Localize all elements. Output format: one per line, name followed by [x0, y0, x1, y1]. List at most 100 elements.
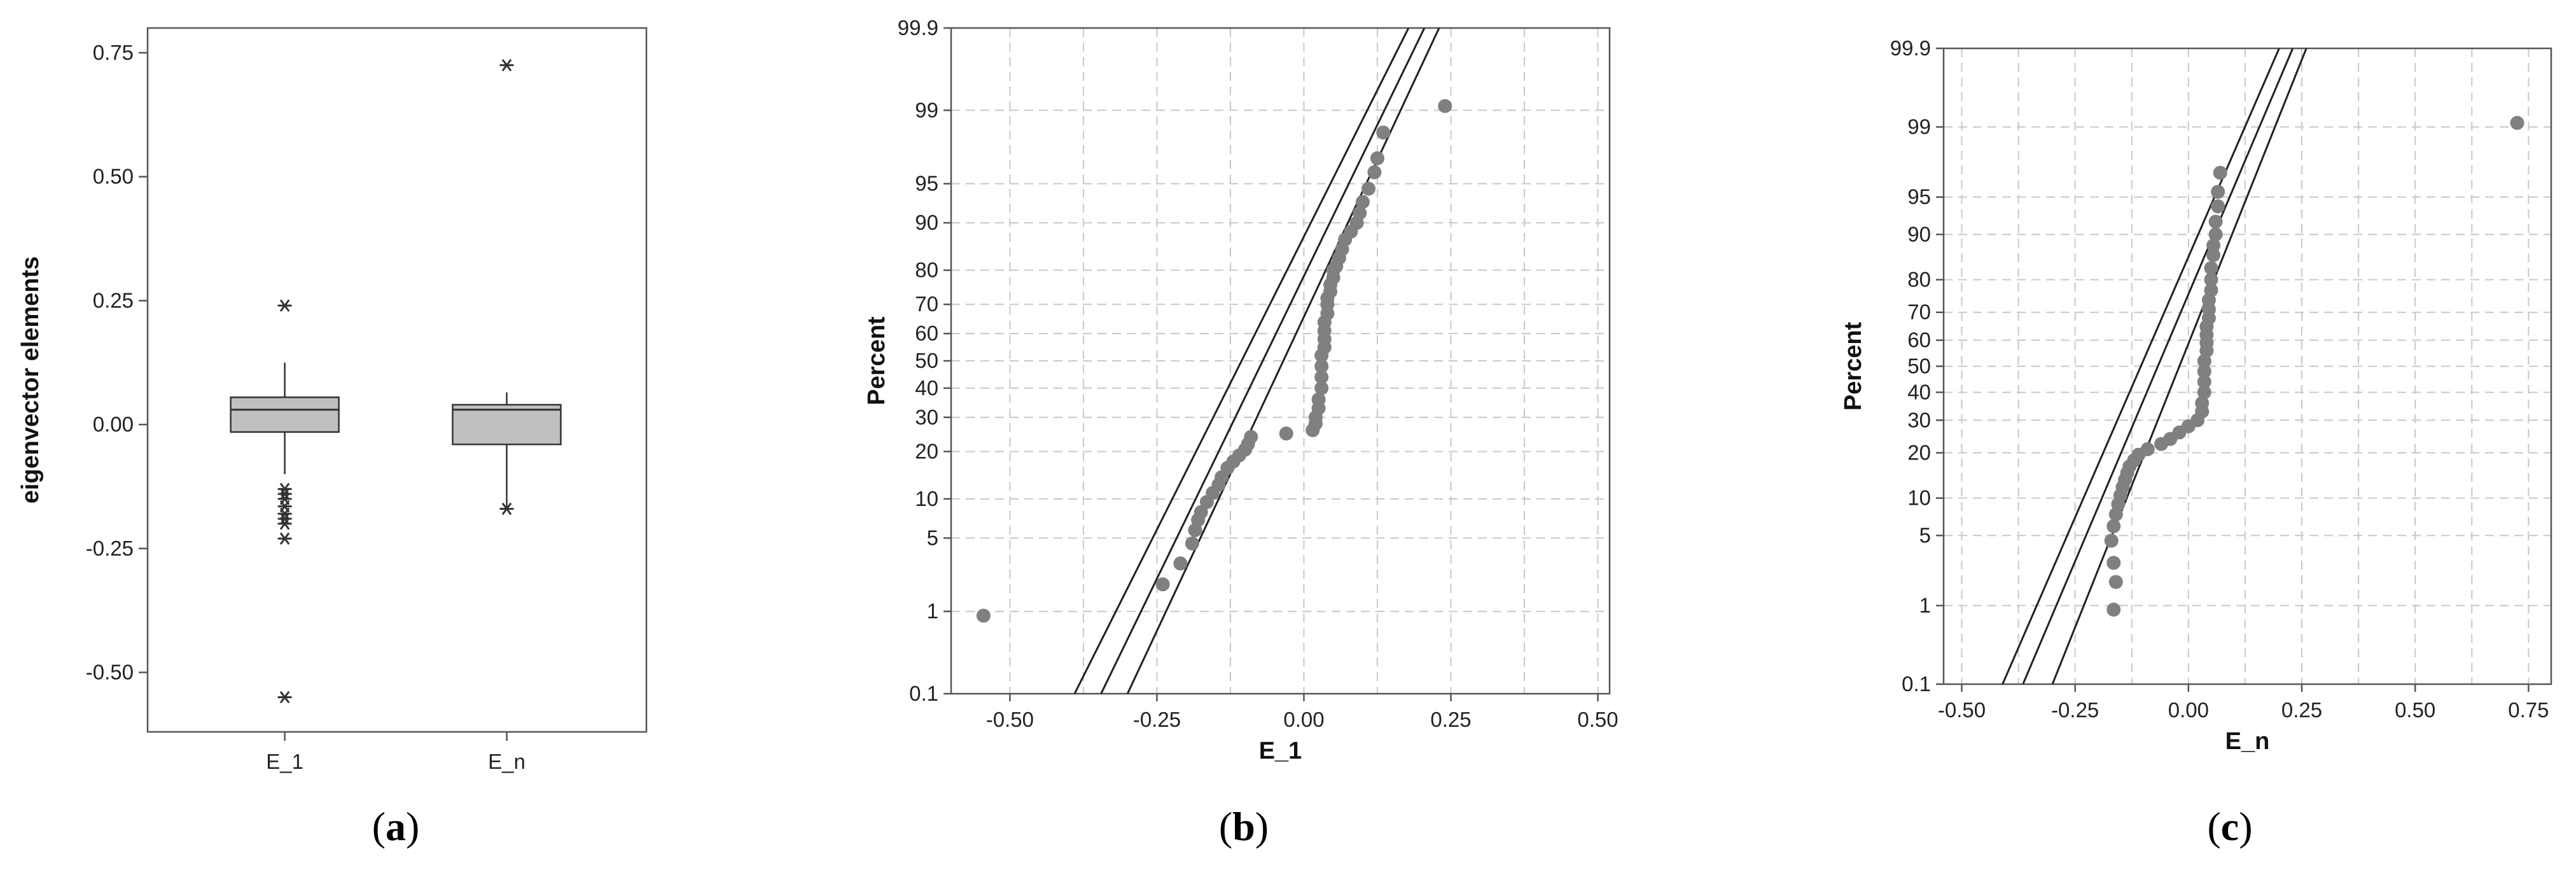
panel-label-c: (c) [2207, 804, 2252, 849]
data-point [2510, 116, 2524, 130]
data-point [1314, 370, 1329, 384]
outlier-point [499, 502, 514, 516]
y-tick-label: 20 [1907, 441, 1931, 465]
y-tick-label: 10 [1907, 486, 1931, 510]
y-tick-label: 50 [915, 349, 938, 372]
data-point [1244, 430, 1258, 444]
data-point [2108, 575, 2123, 589]
outlier-stroke [501, 502, 512, 516]
fit-line [2051, 48, 2308, 684]
fit-lines [2002, 48, 2308, 684]
box-E_n [452, 403, 562, 446]
x-tick-label: E_1 [266, 750, 303, 773]
box-E_1 [230, 396, 340, 433]
outlier-point [277, 517, 292, 530]
data-point [2206, 248, 2221, 262]
y-tick-label: 1 [1919, 594, 1931, 617]
y-tick-label: 10 [915, 487, 938, 510]
y-tick-label: 70 [1907, 300, 1931, 324]
fit-line [1073, 28, 1410, 694]
plot-frame [146, 27, 648, 733]
data-point [2106, 556, 2121, 570]
y-tick-label: 30 [915, 405, 938, 429]
data-point [1279, 426, 1293, 441]
data-point [1194, 505, 1208, 519]
data-point [2206, 238, 2221, 253]
panel-letter: b [1232, 804, 1255, 849]
data-point [1370, 151, 1384, 165]
fit-line [2002, 48, 2280, 684]
x-tick-label: -0.50 [986, 708, 1034, 731]
data-point [2204, 272, 2218, 287]
x-tick-label: 0.25 [1430, 708, 1471, 731]
data-point [1314, 381, 1329, 395]
y-tick-label: 0.1 [909, 682, 938, 705]
panel-a-boxplot: -0.50 -0.25 0.00 0.25 0.50 0.75 eigenvector el… [17, 27, 648, 849]
data-point [2204, 261, 2218, 276]
fit-line [1126, 28, 1440, 694]
y-tick-label: 99 [1907, 115, 1931, 138]
y-tick-label: 90 [1907, 222, 1931, 246]
y-tick-label: 90 [915, 211, 938, 234]
outlier-point [277, 532, 292, 545]
y-tick-label: 40 [915, 376, 938, 400]
data-point [1173, 556, 1188, 571]
panel-label-b: (b) [1219, 804, 1269, 849]
y-tick-label: 5 [1919, 523, 1931, 547]
outlier-point [499, 59, 514, 72]
y-tick-label: 70 [915, 292, 938, 316]
outlier-point [277, 691, 292, 704]
data-point [2197, 385, 2211, 400]
y-tick-label: 80 [1907, 267, 1931, 291]
fit-line [2022, 48, 2294, 684]
y-tick-label: 95 [915, 172, 938, 195]
data-point [1361, 181, 1376, 196]
y-tick-label: 0.1 [1902, 672, 1931, 696]
y-tick-label: 5 [927, 526, 938, 549]
data-point [2106, 519, 2121, 533]
y-tick-label: 60 [915, 321, 938, 345]
fit-line [1100, 28, 1426, 694]
panel-label-a: (a) [372, 804, 420, 849]
outlier-point [277, 500, 292, 513]
x-tick-label: 0.00 [2168, 698, 2209, 722]
panel-b-probability-plot: 0.1 1 5 10 20 30 40 50 60 70 80 90 95 99 99.9 -0.50 -0.2… [863, 16, 1619, 849]
x-tick-label: 0.00 [1283, 708, 1324, 731]
outlier-stroke [279, 532, 290, 545]
x-axis-label: E_n [2225, 728, 2270, 755]
data-point [2104, 533, 2119, 548]
outlier-stroke [279, 691, 290, 704]
data-point [1314, 359, 1329, 374]
x-tick-label: -0.25 [1133, 708, 1181, 731]
data-point [2208, 227, 2223, 242]
data-point [1353, 206, 1367, 220]
x-tick-label: 0.50 [2395, 698, 2435, 722]
data-point [2211, 199, 2225, 214]
y-tick-label: 0.00 [93, 412, 134, 436]
data-point [2204, 283, 2218, 298]
data-point [1367, 165, 1382, 179]
data-point [2106, 602, 2121, 617]
y-tick-label: 0.25 [93, 288, 134, 312]
outlier-stroke [501, 59, 512, 72]
y-tick-label: 40 [1907, 380, 1931, 403]
fit-lines [1073, 28, 1440, 694]
x-tick-label: E_n [488, 750, 526, 773]
y-tick-label: -0.25 [86, 537, 134, 560]
x-tick-label: -0.25 [2051, 698, 2099, 722]
outlier-stroke [279, 482, 290, 496]
data-point [1438, 99, 1452, 113]
outlier-stroke [279, 488, 290, 500]
outlier-point [277, 299, 292, 312]
data-point [2211, 185, 2225, 199]
data-point [2195, 396, 2210, 410]
y-tick-label: 60 [1907, 328, 1931, 352]
y-tick-label: 50 [1907, 354, 1931, 378]
data-point [2213, 165, 2227, 180]
x-tick-label: -0.50 [1938, 698, 1986, 722]
x-tick-label: 0.75 [2508, 698, 2549, 722]
y-tick-label: 99.9 [1890, 36, 1931, 60]
y-tick-label: 0.75 [93, 41, 134, 64]
data-point [2197, 364, 2211, 379]
